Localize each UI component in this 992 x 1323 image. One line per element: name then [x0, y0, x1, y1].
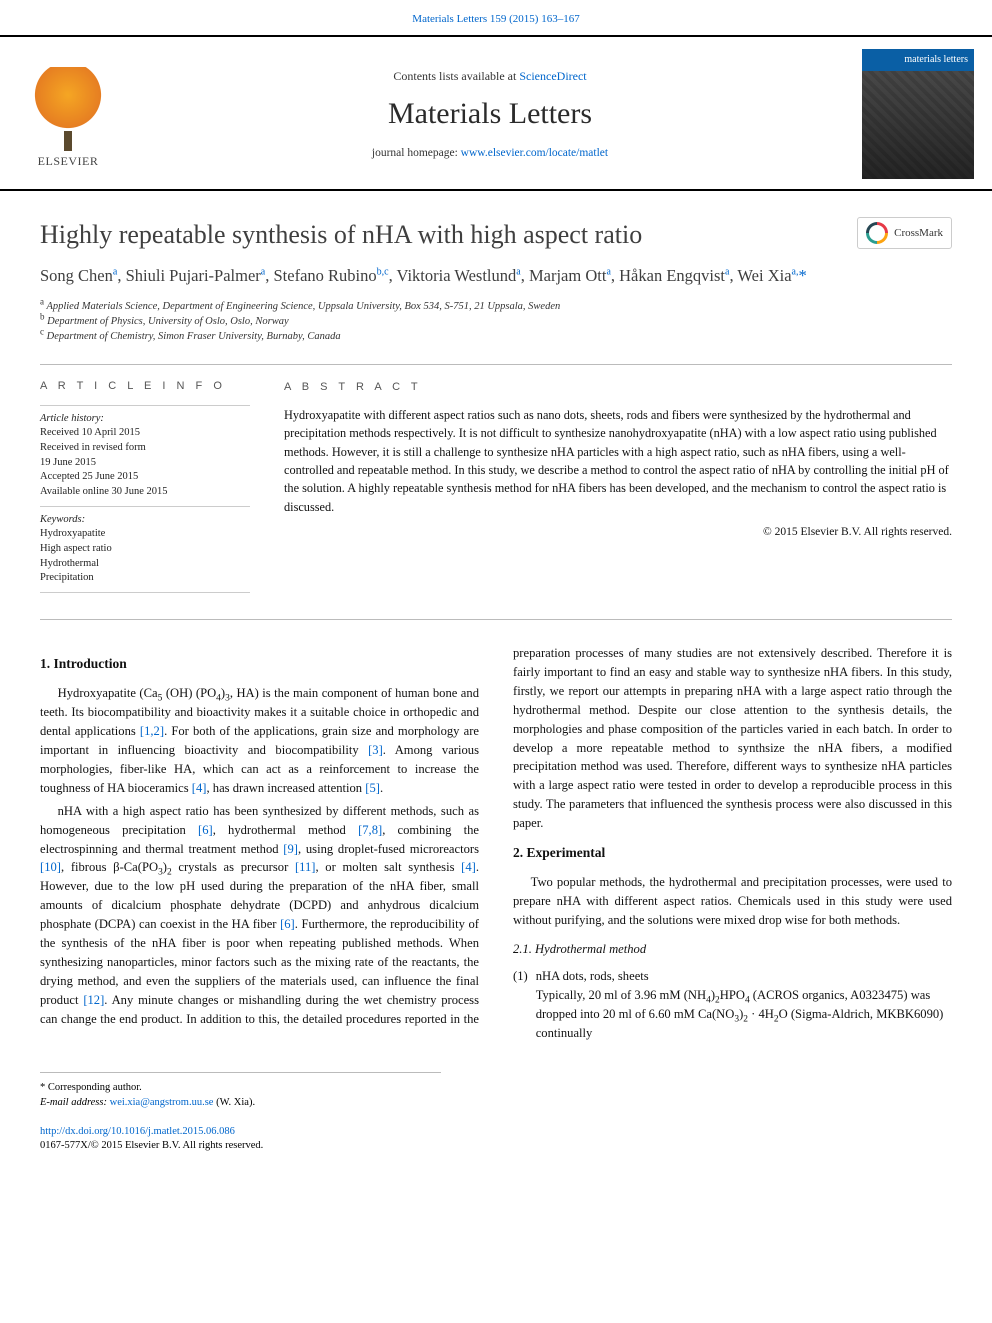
abstract-heading: A B S T R A C T: [284, 379, 952, 396]
affiliation: c Department of Chemistry, Simon Fraser …: [40, 329, 952, 344]
author-list: Song Chena, Shiuli Pujari-Palmera, Stefa…: [40, 264, 952, 289]
masthead-center: Contents lists available at ScienceDirec…: [136, 68, 844, 161]
doi-link[interactable]: http://dx.doi.org/10.1016/j.matlet.2015.…: [40, 1126, 235, 1137]
divider: [40, 619, 952, 620]
crossmark-badge[interactable]: CrossMark: [857, 217, 952, 249]
subsection-heading: 2.1. Hydrothermal method: [513, 940, 952, 959]
history-label: Article history:: [40, 412, 250, 427]
section-heading: 1. Introduction: [40, 654, 479, 674]
doi-block: http://dx.doi.org/10.1016/j.matlet.2015.…: [40, 1125, 952, 1154]
divider: [40, 364, 952, 365]
crossmark-label: CrossMark: [894, 226, 943, 241]
homepage-link[interactable]: www.elsevier.com/locate/matlet: [461, 147, 608, 159]
issue-link[interactable]: Materials Letters 159 (2015) 163–167: [412, 13, 579, 25]
journal-cover: materials letters: [862, 49, 974, 179]
article-info-heading: A R T I C L E I N F O: [40, 379, 250, 394]
affiliation: b Department of Physics, University of O…: [40, 314, 952, 329]
email-person: (W. Xia).: [213, 1097, 255, 1108]
corresponding-author-footer: * Corresponding author. E-mail address: …: [40, 1072, 441, 1110]
elsevier-tree-icon: [33, 67, 103, 137]
publisher-logo: ELSEVIER: [18, 59, 118, 169]
keywords-label: Keywords:: [40, 513, 250, 528]
abstract-text: Hydroxyapatite with different aspect rat…: [284, 406, 952, 517]
article-body: 1. Introduction Hydroxyapatite (Ca5 (OH)…: [40, 644, 952, 1042]
corresponding-label: * Corresponding author.: [40, 1081, 441, 1096]
journal-title: Materials Letters: [136, 93, 844, 135]
keyword: Hydroxyapatite: [40, 527, 250, 542]
homepage-prefix: journal homepage:: [372, 147, 461, 159]
keyword: High aspect ratio: [40, 542, 250, 557]
crossmark-icon: [866, 222, 888, 244]
abstract-column: A B S T R A C T Hydroxyapatite with diff…: [284, 379, 952, 599]
enum-lead: nHA dots, rods, sheets: [536, 967, 952, 986]
rights-line: 0167-577X/© 2015 Elsevier B.V. All right…: [40, 1140, 263, 1151]
section-heading: 2. Experimental: [513, 843, 952, 863]
masthead: ELSEVIER Contents lists available at Sci…: [0, 35, 992, 191]
email-link[interactable]: wei.xia@angstrom.uu.se: [110, 1097, 214, 1108]
cover-title: materials letters: [862, 49, 974, 71]
article-title: Highly repeatable synthesis of nHA with …: [40, 217, 837, 253]
abstract-copyright: © 2015 Elsevier B.V. All rights reserved…: [284, 524, 952, 541]
corresponding-email-line: E-mail address: wei.xia@angstrom.uu.se (…: [40, 1096, 441, 1111]
article-info-column: A R T I C L E I N F O Article history: R…: [40, 379, 250, 599]
history-line: Received in revised form: [40, 441, 250, 456]
cover-image: [862, 71, 974, 179]
history-line: Accepted 25 June 2015: [40, 470, 250, 485]
affiliation: a Applied Materials Science, Department …: [40, 299, 952, 314]
homepage-line: journal homepage: www.elsevier.com/locat…: [136, 145, 844, 161]
body-paragraph: Hydroxyapatite (Ca5 (OH) (PO4)3, HA) is …: [40, 684, 479, 797]
email-label: E-mail address:: [40, 1097, 107, 1108]
keyword: Hydrothermal: [40, 557, 250, 572]
publisher-name: ELSEVIER: [38, 153, 99, 170]
keyword: Precipitation: [40, 571, 250, 586]
body-paragraph: Two popular methods, the hydrothermal an…: [513, 873, 952, 930]
contents-prefix: Contents lists available at: [393, 69, 519, 83]
affiliations: a Applied Materials Science, Department …: [40, 299, 952, 345]
issue-header: Materials Letters 159 (2015) 163–167: [0, 0, 992, 35]
history-line: Received 10 April 2015: [40, 426, 250, 441]
history-line: Available online 30 June 2015: [40, 485, 250, 500]
enum-body: Typically, 20 ml of 3.96 mM (NH4)2HPO4 (…: [536, 986, 952, 1043]
history-line: 19 June 2015: [40, 456, 250, 471]
enum-number: (1): [513, 967, 528, 1043]
contents-line: Contents lists available at ScienceDirec…: [136, 68, 844, 85]
sciencedirect-link[interactable]: ScienceDirect: [519, 69, 586, 83]
enum-item: (1) nHA dots, rods, sheets Typically, 20…: [513, 967, 952, 1043]
